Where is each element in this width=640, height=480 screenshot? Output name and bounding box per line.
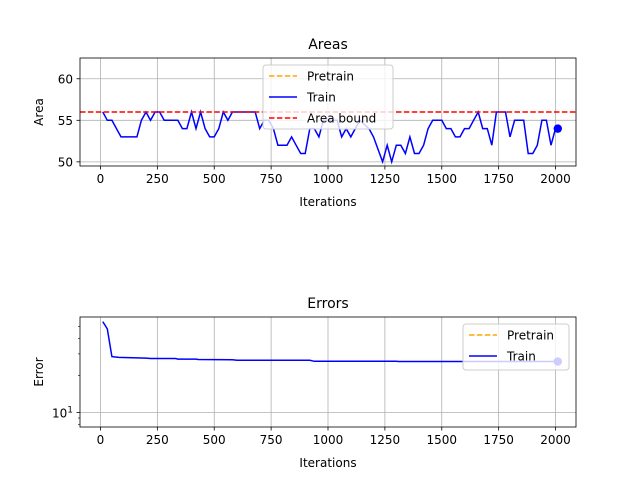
x-tick-label: 750 xyxy=(260,172,283,186)
legend-box xyxy=(262,64,394,130)
legend-label: Train xyxy=(506,350,536,364)
x-tick-label: 0 xyxy=(97,172,105,186)
legend-label: Pretrain xyxy=(507,329,554,343)
y-tick-label: 101 xyxy=(52,405,73,420)
subplot-2: 0 250 500 750 1000 1250 1500 1750 2000 101 Errors I… xyxy=(32,296,577,470)
y-tick-label: 55 xyxy=(58,114,73,128)
x-tick-label: 1250 xyxy=(370,172,401,186)
legend-label: Area bound xyxy=(307,112,376,126)
x-tick-label: 500 xyxy=(203,172,226,186)
y-axis-label: Area xyxy=(32,98,46,126)
chart-title: Errors xyxy=(307,296,348,312)
x-tick-label: 500 xyxy=(203,433,226,447)
y-tick-label: 60 xyxy=(58,72,73,86)
x-tick-label: 2000 xyxy=(540,172,571,186)
legend: Pretrain Train xyxy=(462,323,570,371)
x-tick-label: 250 xyxy=(146,433,169,447)
x-tick-label: 1500 xyxy=(426,172,457,186)
x-tick-label: 1500 xyxy=(426,433,457,447)
x-tick-label: 750 xyxy=(260,433,283,447)
x-tick-label: 1000 xyxy=(313,433,344,447)
y-axis-label: Error xyxy=(32,357,46,386)
x-tick-label: 0 xyxy=(97,433,105,447)
x-tick-label: 1750 xyxy=(483,172,514,186)
y-tick-label: 50 xyxy=(58,155,73,169)
legend-label: Train xyxy=(306,91,336,105)
chart-title: Areas xyxy=(308,37,348,53)
x-axis-label: Iterations xyxy=(299,456,356,470)
x-axis-label: Iterations xyxy=(299,195,356,209)
x-tick-label: 2000 xyxy=(540,433,571,447)
legend-label: Pretrain xyxy=(307,70,354,84)
x-tick-label: 1000 xyxy=(313,172,344,186)
x-tick-label: 1750 xyxy=(483,433,514,447)
legend: Pretrain Train Area bound xyxy=(262,64,394,130)
x-tick-label: 1250 xyxy=(370,433,401,447)
subplot-1: 0 250 500 750 1000 1250 1500 1750 2000 50 55 60 Area… xyxy=(32,37,577,209)
end-point-marker xyxy=(553,124,562,133)
x-tick-label: 250 xyxy=(146,172,169,186)
series-train-line xyxy=(102,321,558,363)
